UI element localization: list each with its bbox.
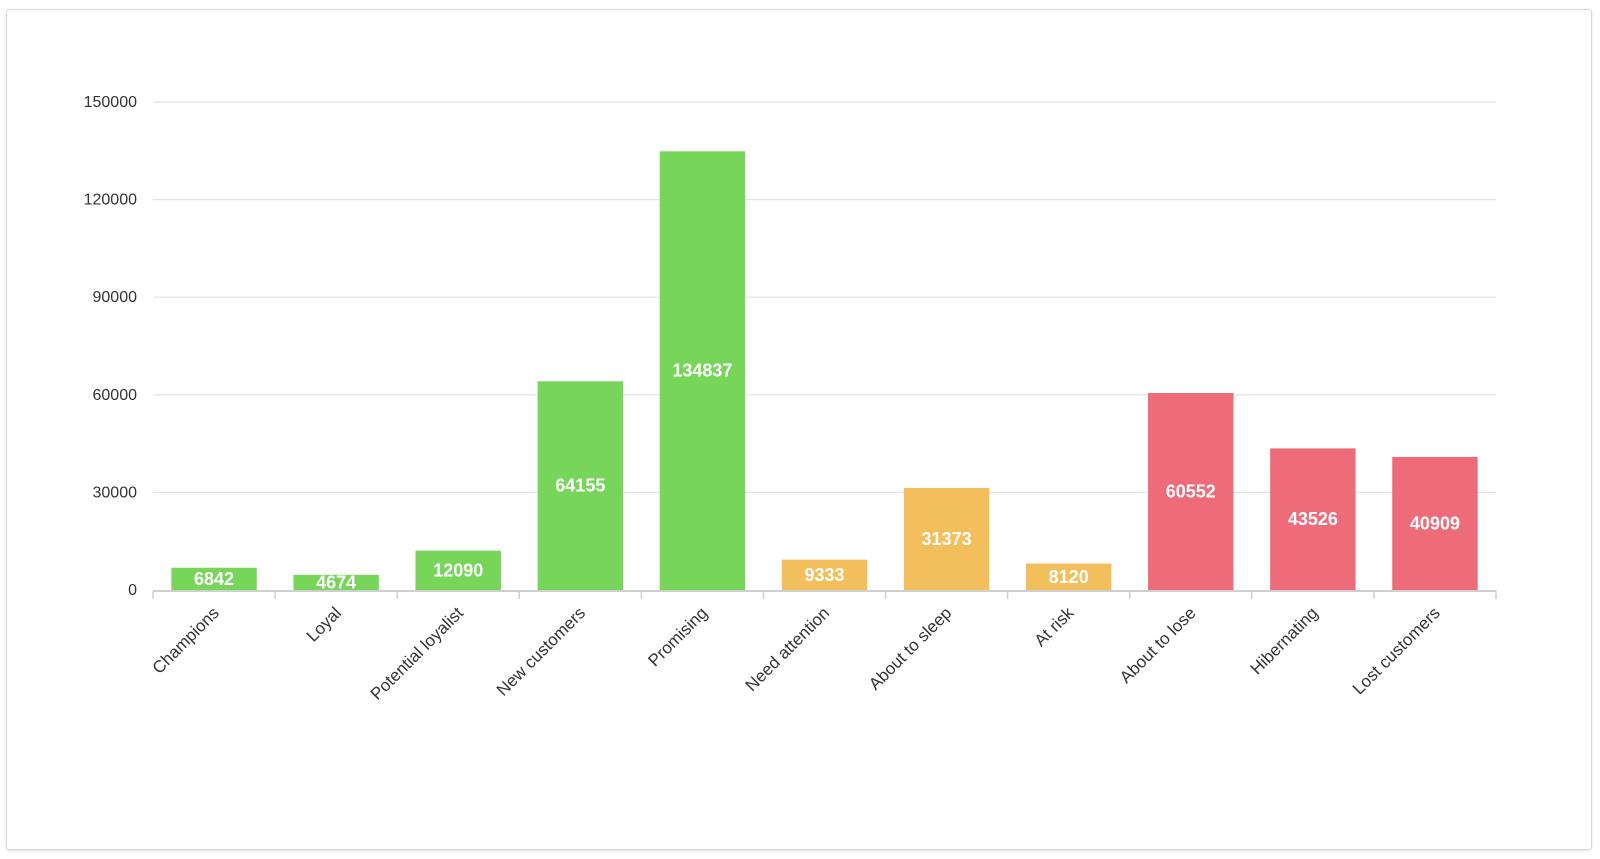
- bar[interactable]: [1270, 448, 1356, 590]
- x-tick-label: Lost customers: [1349, 603, 1444, 698]
- x-tick-label: New customers: [493, 603, 589, 699]
- bars: 6842 4674 12090 64155 134837 9333 31373 8120 605…: [171, 151, 1478, 592]
- bar-value-label: 9333: [804, 565, 844, 585]
- bar[interactable]: [903, 487, 990, 590]
- x-tick-label: Champions: [149, 603, 223, 677]
- y-axis: 0 30000 60000 90000 120000 150000: [84, 94, 137, 599]
- bar[interactable]: [1148, 393, 1234, 590]
- x-tick-label: Potential loyalist: [367, 603, 467, 703]
- x-tick-label: About to lose: [1116, 603, 1200, 687]
- y-tick-label: 120000: [84, 192, 137, 209]
- bar-value-label: 43526: [1288, 509, 1338, 529]
- x-tick-label: At risk: [1031, 603, 1078, 650]
- bar[interactable]: [171, 567, 257, 590]
- y-tick-label: 150000: [84, 94, 137, 111]
- bar-value-label: 134837: [672, 361, 732, 381]
- bar[interactable]: [537, 381, 624, 590]
- bar-value-label: 8120: [1049, 567, 1089, 587]
- bar[interactable]: [415, 550, 501, 590]
- x-tick-label: Hibernating: [1247, 603, 1322, 678]
- bar-value-label: 64155: [555, 476, 605, 496]
- bar[interactable]: [1392, 456, 1478, 590]
- bar-value-label: 12090: [433, 560, 483, 580]
- bar[interactable]: [293, 574, 379, 590]
- bar-value-label: 31373: [922, 529, 972, 549]
- x-tick-label: Loyal: [303, 603, 345, 645]
- y-tick-label: 90000: [93, 289, 138, 306]
- chart-panel: [6, 9, 1592, 850]
- y-tick-label: 60000: [93, 387, 138, 404]
- x-tick-label: Need attention: [742, 603, 834, 695]
- bar-value-label: 4674: [316, 572, 356, 592]
- bar-value-label: 40909: [1410, 513, 1460, 533]
- y-tick-label: 30000: [93, 484, 138, 501]
- x-axis: Champions Loyal Potential loyalist New cust…: [149, 590, 1497, 704]
- bar-value-label: 6842: [194, 569, 234, 589]
- y-tick-label: 0: [128, 582, 137, 599]
- gridlines: [153, 101, 1496, 493]
- bar-value-label: 60552: [1166, 482, 1216, 502]
- bar[interactable]: [781, 559, 868, 590]
- x-tick-label: Promising: [644, 603, 711, 670]
- x-tick-label: About to sleep: [865, 603, 955, 693]
- bar[interactable]: [659, 151, 746, 590]
- bar[interactable]: [1025, 563, 1112, 590]
